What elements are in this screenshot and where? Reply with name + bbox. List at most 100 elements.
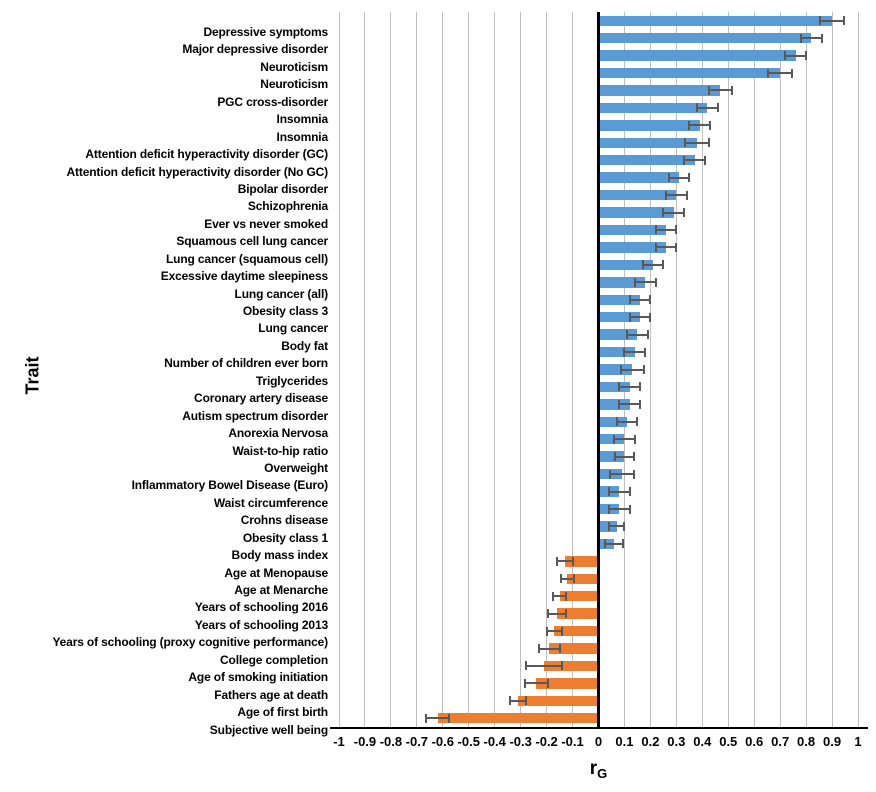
trait-label: Schizophrenia (247, 199, 328, 214)
error-bar-cap-left (613, 434, 616, 444)
trait-bar (598, 451, 625, 462)
error-bar-cap-right (707, 138, 710, 148)
error-bar-line (553, 595, 567, 598)
error-bar-cap-left (618, 399, 621, 409)
error-bar-cap-left (614, 452, 617, 462)
gridline (779, 12, 781, 727)
trait-bar (518, 695, 599, 707)
error-bar-cap-left (819, 16, 822, 26)
error-bar-line (624, 351, 646, 354)
error-bar-line (615, 455, 634, 458)
error-bar-line (560, 577, 574, 580)
x-tick-label: -0.9 (353, 734, 377, 749)
error-bar-line (768, 72, 792, 75)
error-bar-cap-right (448, 713, 451, 723)
error-bar-line (627, 333, 648, 336)
trait-label: PGC cross-disorder (217, 94, 328, 109)
error-bar-cap-right (622, 539, 625, 549)
error-bar-cap-left (552, 591, 555, 601)
error-bar-cap-left (707, 85, 710, 95)
trait-label: Ever vs never smoked (204, 216, 328, 231)
error-bar-cap-right (805, 51, 808, 61)
error-bar-cap-left (626, 330, 629, 340)
trait-label: Insomnia (276, 129, 329, 144)
trait-label: Lung cancer (all) (234, 286, 329, 301)
error-bar-cap-left (615, 417, 618, 427)
trait-label: Years of schooling 2013 (194, 617, 328, 632)
error-bar-cap-right (709, 120, 712, 130)
error-bar-line (425, 717, 450, 720)
trait-bar (598, 102, 708, 114)
trait-bar (567, 573, 599, 584)
error-bar-cap-left (654, 225, 657, 235)
gridline (831, 12, 833, 727)
x-tick-label: -0.3 (509, 734, 532, 749)
error-bar-line (619, 403, 640, 406)
trait-labels-column: Depressive symptoms Major depressive diso… (0, 12, 333, 737)
trait-bar (598, 294, 641, 305)
trait-bar (549, 643, 599, 654)
error-bar-cap-right (685, 190, 688, 200)
error-bar-line (785, 54, 807, 57)
error-bar-cap-left (654, 242, 657, 252)
error-bar-cap-left (799, 33, 802, 43)
trait-label: Attention deficit hyperactivity disorder… (85, 147, 328, 162)
gridline (416, 12, 418, 727)
error-bar-cap-left (545, 626, 548, 636)
trait-bar (598, 50, 796, 61)
trait-bar (564, 556, 599, 567)
error-bar-cap-left (559, 574, 562, 584)
error-bar-cap-right (565, 591, 568, 601)
error-bar-cap-left (688, 120, 691, 130)
error-bar-cap-left (667, 173, 670, 183)
trait-bar (598, 242, 666, 253)
error-bar-line (524, 682, 548, 685)
trait-label: Lung cancer (squamous cell) (166, 251, 328, 266)
trait-bar (598, 32, 812, 44)
error-bar-cap-right (688, 173, 691, 183)
trait-bar (437, 713, 599, 724)
error-bar-line (604, 542, 624, 545)
error-bar-cap-right (639, 382, 642, 392)
error-bar-line (800, 37, 822, 40)
error-bar-cap-left (619, 365, 622, 374)
trait-label: Attention deficit hyperactivity disorder… (66, 164, 329, 179)
gridline (494, 12, 496, 727)
error-bar-line (684, 159, 705, 162)
x-axis-title-main: r (589, 758, 598, 779)
error-bar-line (616, 420, 638, 423)
trait-label: Bipolar disorder (237, 181, 328, 196)
trait-label: Waist circumference (213, 495, 328, 510)
error-bar-cap-right (565, 609, 568, 619)
gridline (649, 12, 651, 727)
error-bar-line (556, 560, 573, 563)
trait-bar (598, 67, 781, 79)
trait-label: Lung cancer (258, 321, 328, 336)
error-bar-cap-right (628, 487, 631, 497)
plot-area (338, 12, 859, 727)
trait-bar (598, 329, 638, 340)
error-bar-cap-left (524, 661, 527, 671)
trait-bar (598, 364, 633, 375)
error-bar-cap-left (523, 678, 526, 688)
error-bar-cap-left (609, 469, 612, 479)
trait-label: Age at Menopause (224, 565, 328, 580)
error-bar-cap-left (628, 295, 631, 305)
error-bar-cap-left (509, 696, 512, 706)
gridline (520, 12, 522, 727)
trait-label: Anorexia Nervosa (228, 426, 328, 441)
trait-label: Triglycerides (255, 373, 328, 388)
x-tick-label: -0.5 (457, 734, 480, 749)
error-bar-cap-left (607, 504, 610, 514)
x-tick-label: -0.7 (405, 734, 429, 749)
error-bar-cap-right (654, 277, 657, 287)
trait-label: Obesity class 3 (242, 304, 328, 319)
error-bar-cap-left (623, 347, 626, 357)
error-bar-line (629, 316, 651, 319)
gridline (338, 12, 340, 727)
gridline (753, 12, 755, 727)
error-bar-cap-left (684, 138, 687, 148)
gridline (727, 12, 729, 727)
error-bar-line (668, 176, 690, 179)
error-bar-cap-right (820, 33, 823, 43)
